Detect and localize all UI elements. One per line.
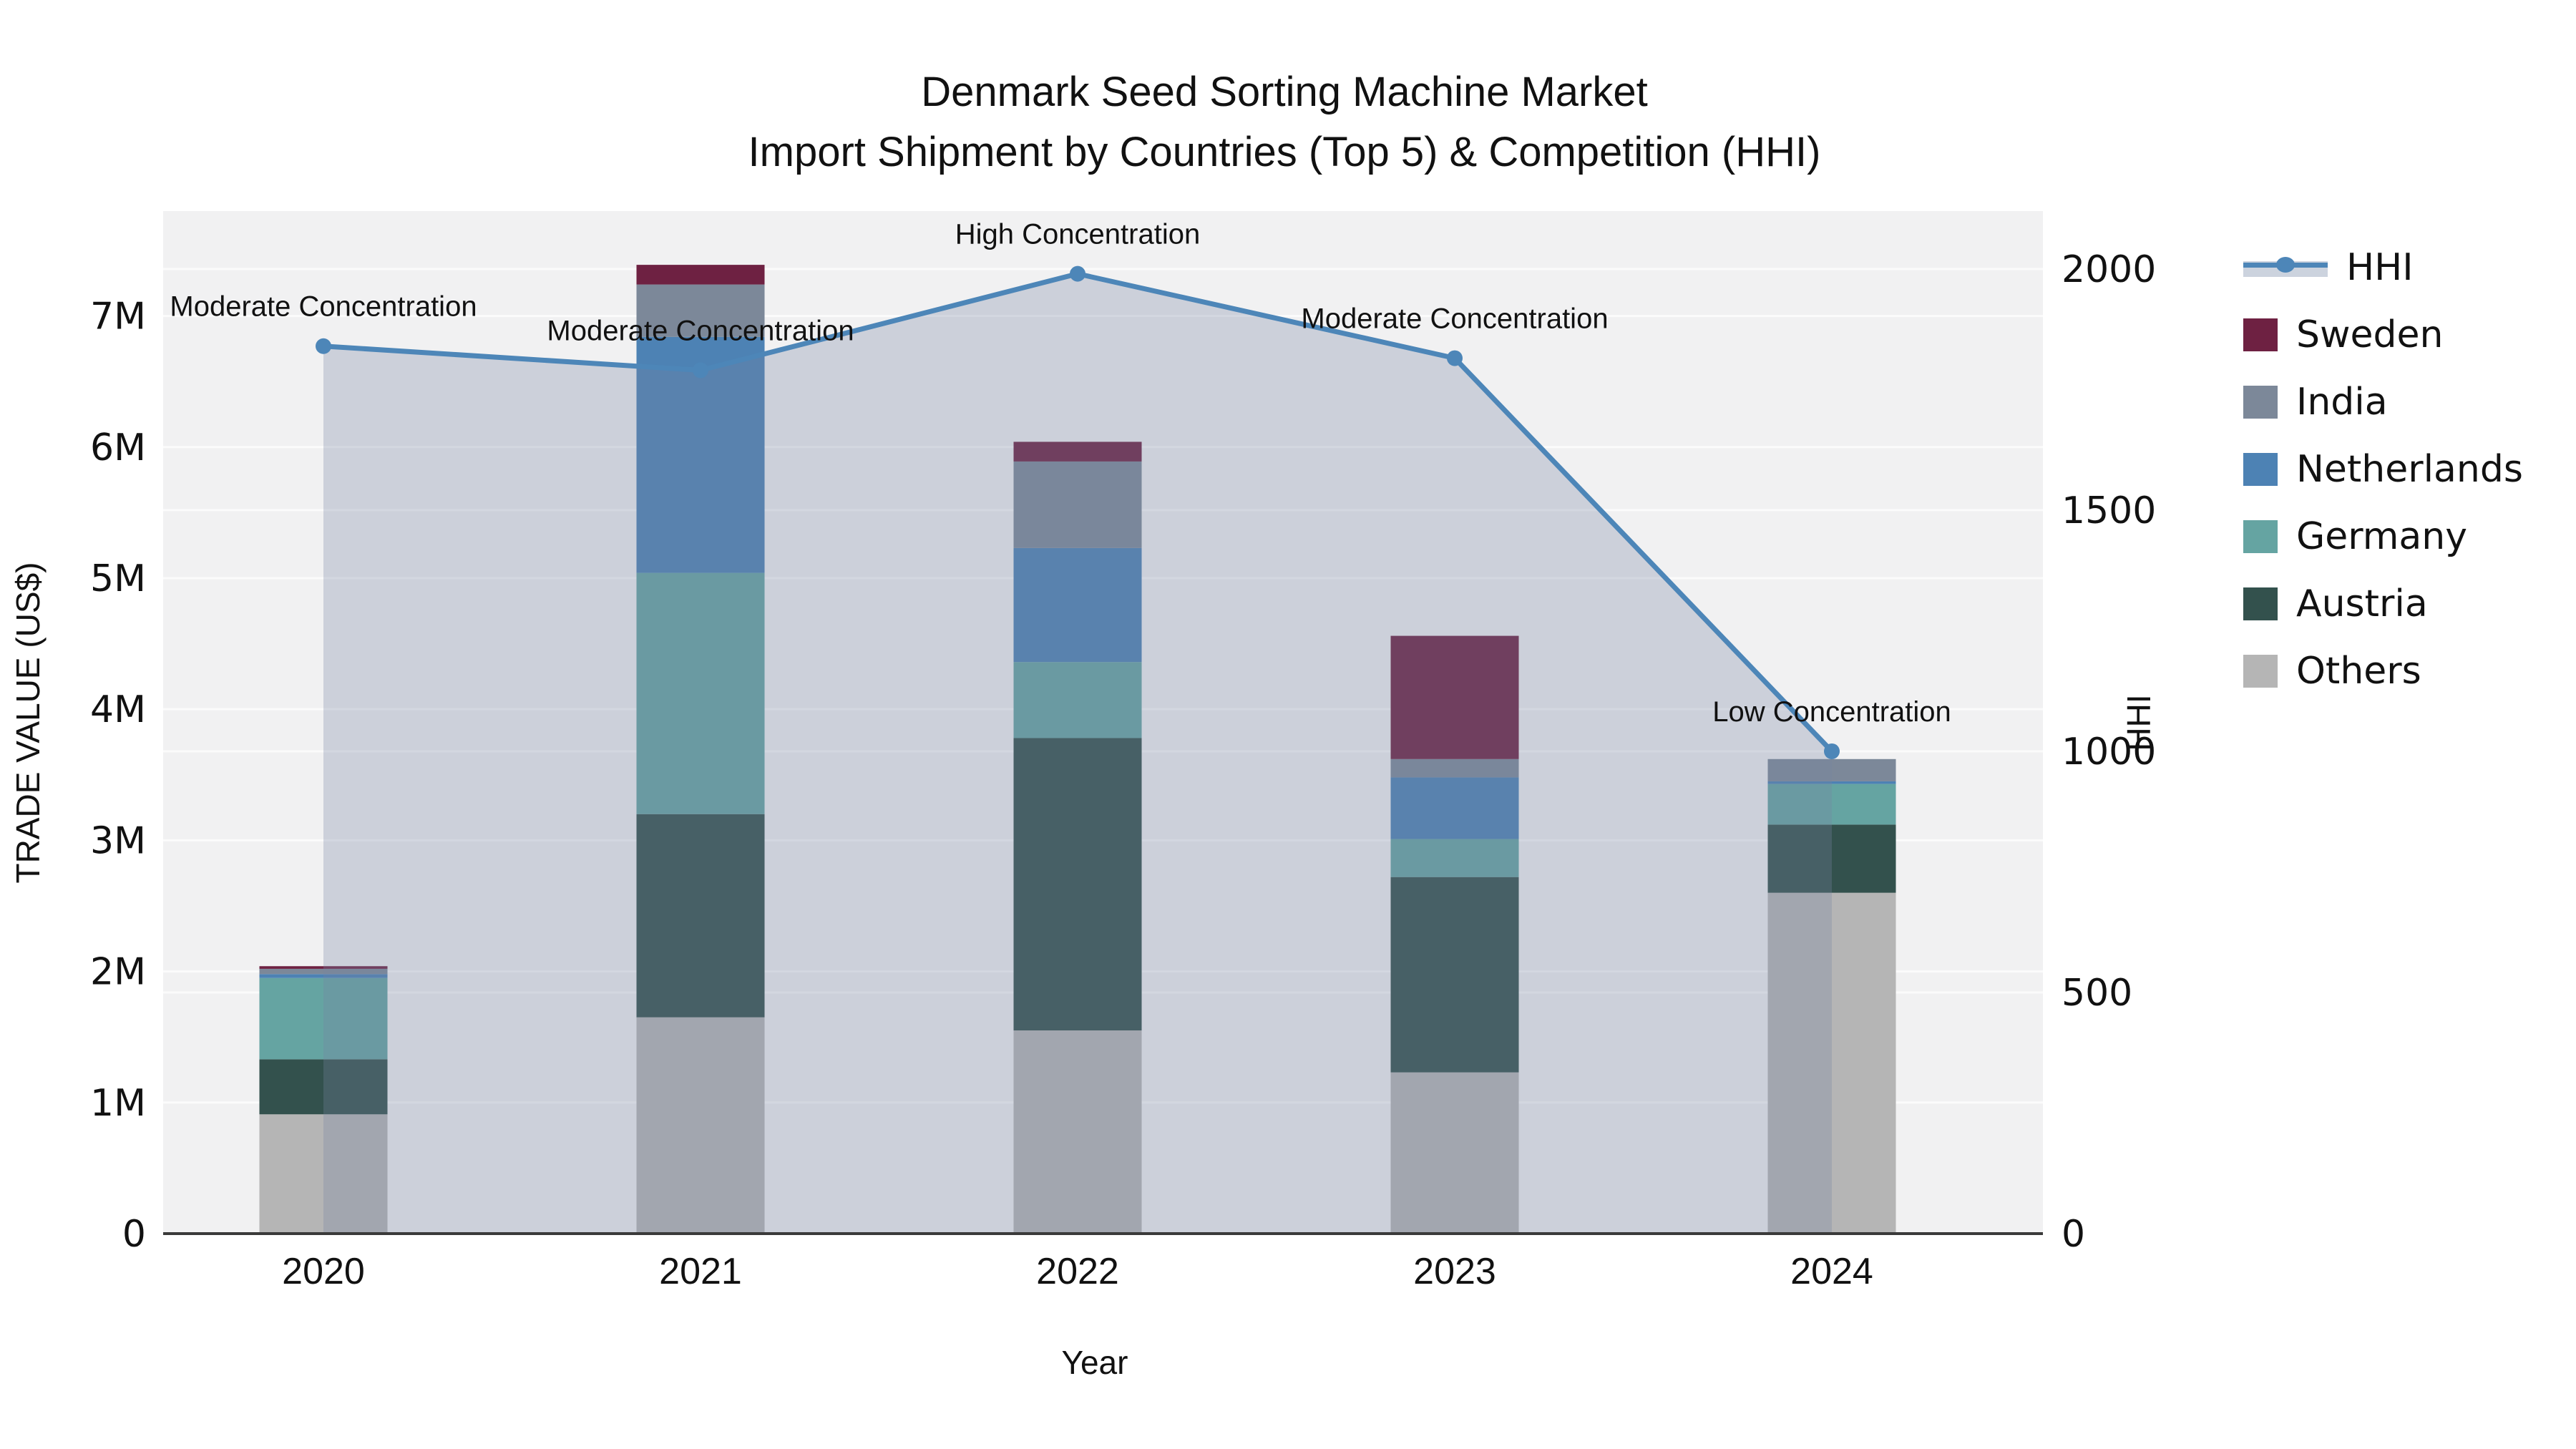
x-tick-2022: 2022 <box>1036 1251 1119 1292</box>
right-axis-title: HHI <box>2120 694 2157 751</box>
legend-item-india: India <box>2243 381 2523 424</box>
bar-segment-germany-2024 <box>1767 784 1896 825</box>
annotation-2020: Moderate Concentration <box>170 291 477 323</box>
chart-title-line1: Denmark Seed Sorting Machine Market <box>921 69 1647 115</box>
bar-segment-austria-2021 <box>636 814 765 1018</box>
legend-swatch-icon <box>2243 655 2278 688</box>
y-tick-left: 2M <box>90 951 146 994</box>
y-tick-left: 7M <box>90 296 146 338</box>
hhi-marker-2020 <box>316 338 331 354</box>
y-tick-right: 1000 <box>2062 731 2156 774</box>
legend-label-others: Others <box>2296 650 2421 693</box>
legend: HHI Sweden India Netherlands Germany Austria O… <box>2243 246 2523 693</box>
legend-label-netherlands: Netherlands <box>2296 448 2523 491</box>
hhi-area-fill <box>323 273 1832 1234</box>
bar-segment-sweden-2021 <box>636 265 765 285</box>
legend-swatch-icon <box>2243 520 2278 553</box>
bar-segment-austria-2020 <box>259 1059 388 1115</box>
hhi-marker-2024 <box>1824 743 1840 759</box>
hhi-line-swatch-icon <box>2243 251 2328 284</box>
bar-segment-netherlands-2022 <box>1013 547 1142 663</box>
bar-segment-others-2024 <box>1767 892 1896 1234</box>
bar-segment-germany-2022 <box>1013 662 1142 738</box>
y-tick-right: 1500 <box>2062 489 2156 532</box>
y-tick-left: 6M <box>90 426 146 469</box>
x-tick-2020: 2020 <box>282 1251 365 1292</box>
annotation-2024: Low Concentration <box>1712 696 1951 728</box>
y-tick-left: 4M <box>90 688 146 731</box>
bar-segment-others-2022 <box>1013 1030 1142 1234</box>
x-axis-title: Year <box>1062 1344 1128 1381</box>
annotation-2021: Moderate Concentration <box>547 315 854 346</box>
y-tick-left: 3M <box>90 819 146 862</box>
annotation-2023: Moderate Concentration <box>1301 303 1608 335</box>
bar-segment-austria-2022 <box>1013 738 1142 1031</box>
y-tick-right: 0 <box>2062 1213 2085 1256</box>
legend-swatch-icon <box>2243 386 2278 419</box>
chart-title-line2: Import Shipment by Countries (Top 5) & C… <box>748 129 1821 175</box>
y-tick-right: 2000 <box>2062 248 2156 291</box>
y-tick-left: 1M <box>90 1082 146 1125</box>
legend-label-germany: Germany <box>2296 515 2468 558</box>
legend-item-netherlands: Netherlands <box>2243 448 2523 491</box>
bar-segment-netherlands-2023 <box>1390 777 1519 839</box>
legend-swatch-icon <box>2243 453 2278 486</box>
y-tick-left: 0 <box>122 1213 146 1256</box>
legend-item-sweden: Sweden <box>2243 313 2523 356</box>
y-tick-left: 5M <box>90 557 146 600</box>
legend-item-austria: Austria <box>2243 582 2523 625</box>
legend-item-hhi: HHI <box>2243 246 2523 289</box>
bar-segment-austria-2024 <box>1767 824 1896 893</box>
legend-item-others: Others <box>2243 650 2523 693</box>
bar-segment-germany-2020 <box>259 977 388 1060</box>
bar-segment-netherlands-2024 <box>1767 781 1896 784</box>
legend-label-india: India <box>2296 381 2388 424</box>
legend-label-hhi: HHI <box>2346 246 2414 289</box>
bar-segment-sweden-2020 <box>259 966 388 969</box>
bar-segment-others-2021 <box>636 1017 765 1234</box>
hhi-marker-2023 <box>1447 350 1463 366</box>
x-tick-2021: 2021 <box>659 1251 742 1292</box>
legend-label-sweden: Sweden <box>2296 313 2444 356</box>
bar-segment-india-2024 <box>1767 758 1896 781</box>
hhi-marker-2021 <box>693 362 708 379</box>
bar-segment-india-2021 <box>636 284 765 337</box>
bar-segment-germany-2023 <box>1390 839 1519 877</box>
annotation-2022: High Concentration <box>955 219 1200 250</box>
bar-segment-india-2020 <box>259 968 388 975</box>
bar-segment-others-2023 <box>1390 1072 1519 1234</box>
bar-segment-others-2020 <box>259 1114 388 1234</box>
bar-segment-netherlands-2020 <box>259 974 388 978</box>
bar-segment-sweden-2023 <box>1390 635 1519 759</box>
legend-item-germany: Germany <box>2243 515 2523 558</box>
bar-segment-germany-2021 <box>636 572 765 814</box>
bar-segment-sweden-2022 <box>1013 441 1142 462</box>
bar-segment-india-2023 <box>1390 758 1519 778</box>
legend-label-austria: Austria <box>2296 582 2428 625</box>
x-tick-2023: 2023 <box>1413 1251 1496 1292</box>
legend-swatch-icon <box>2243 587 2278 620</box>
bar-segment-india-2022 <box>1013 461 1142 548</box>
hhi-marker-2022 <box>1070 265 1085 282</box>
bar-segment-austria-2023 <box>1390 877 1519 1073</box>
legend-swatch-icon <box>2243 318 2278 351</box>
y-tick-right: 500 <box>2062 972 2132 1015</box>
left-axis-title: TRADE VALUE (US$) <box>9 562 47 883</box>
x-tick-2024: 2024 <box>1790 1251 1873 1292</box>
